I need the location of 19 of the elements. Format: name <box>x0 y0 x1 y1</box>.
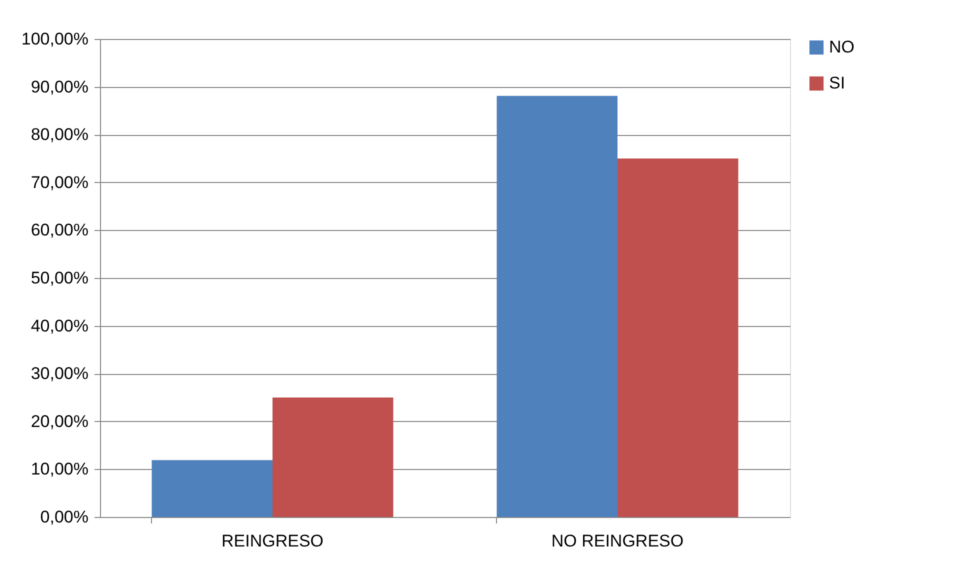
y-tick-label: 40,00% <box>30 316 88 336</box>
bar <box>152 460 272 517</box>
bar <box>618 158 738 517</box>
legend-label: NO <box>829 38 854 56</box>
y-tick-label: 20,00% <box>30 412 88 431</box>
y-tick-label: 100,00% <box>21 30 88 48</box>
x-tick-label: REINGRESO <box>221 532 324 550</box>
y-tick-label: 30,00% <box>30 364 88 384</box>
y-tick-label: 50,00% <box>30 268 88 288</box>
y-tick-label: 80,00% <box>30 125 88 144</box>
y-tick-label: 90,00% <box>30 77 88 96</box>
y-tick-label: 0,00% <box>40 508 88 526</box>
legend-label: SI <box>829 74 846 92</box>
bar <box>272 398 394 517</box>
y-tick-label: 70,00% <box>30 172 88 192</box>
y-tick-label: 10,00% <box>30 460 88 479</box>
y-tick-label: 60,00% <box>30 220 88 240</box>
bar <box>496 96 618 517</box>
x-tick-label: NO REINGRESO <box>551 532 684 550</box>
